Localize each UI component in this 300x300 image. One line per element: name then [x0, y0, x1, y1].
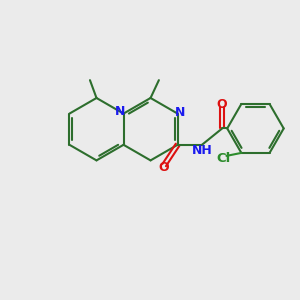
Text: NH: NH — [192, 144, 213, 157]
Text: O: O — [217, 98, 227, 111]
Text: N: N — [115, 105, 125, 118]
Text: Cl: Cl — [216, 152, 231, 165]
Text: O: O — [158, 161, 169, 174]
Text: N: N — [175, 106, 185, 118]
